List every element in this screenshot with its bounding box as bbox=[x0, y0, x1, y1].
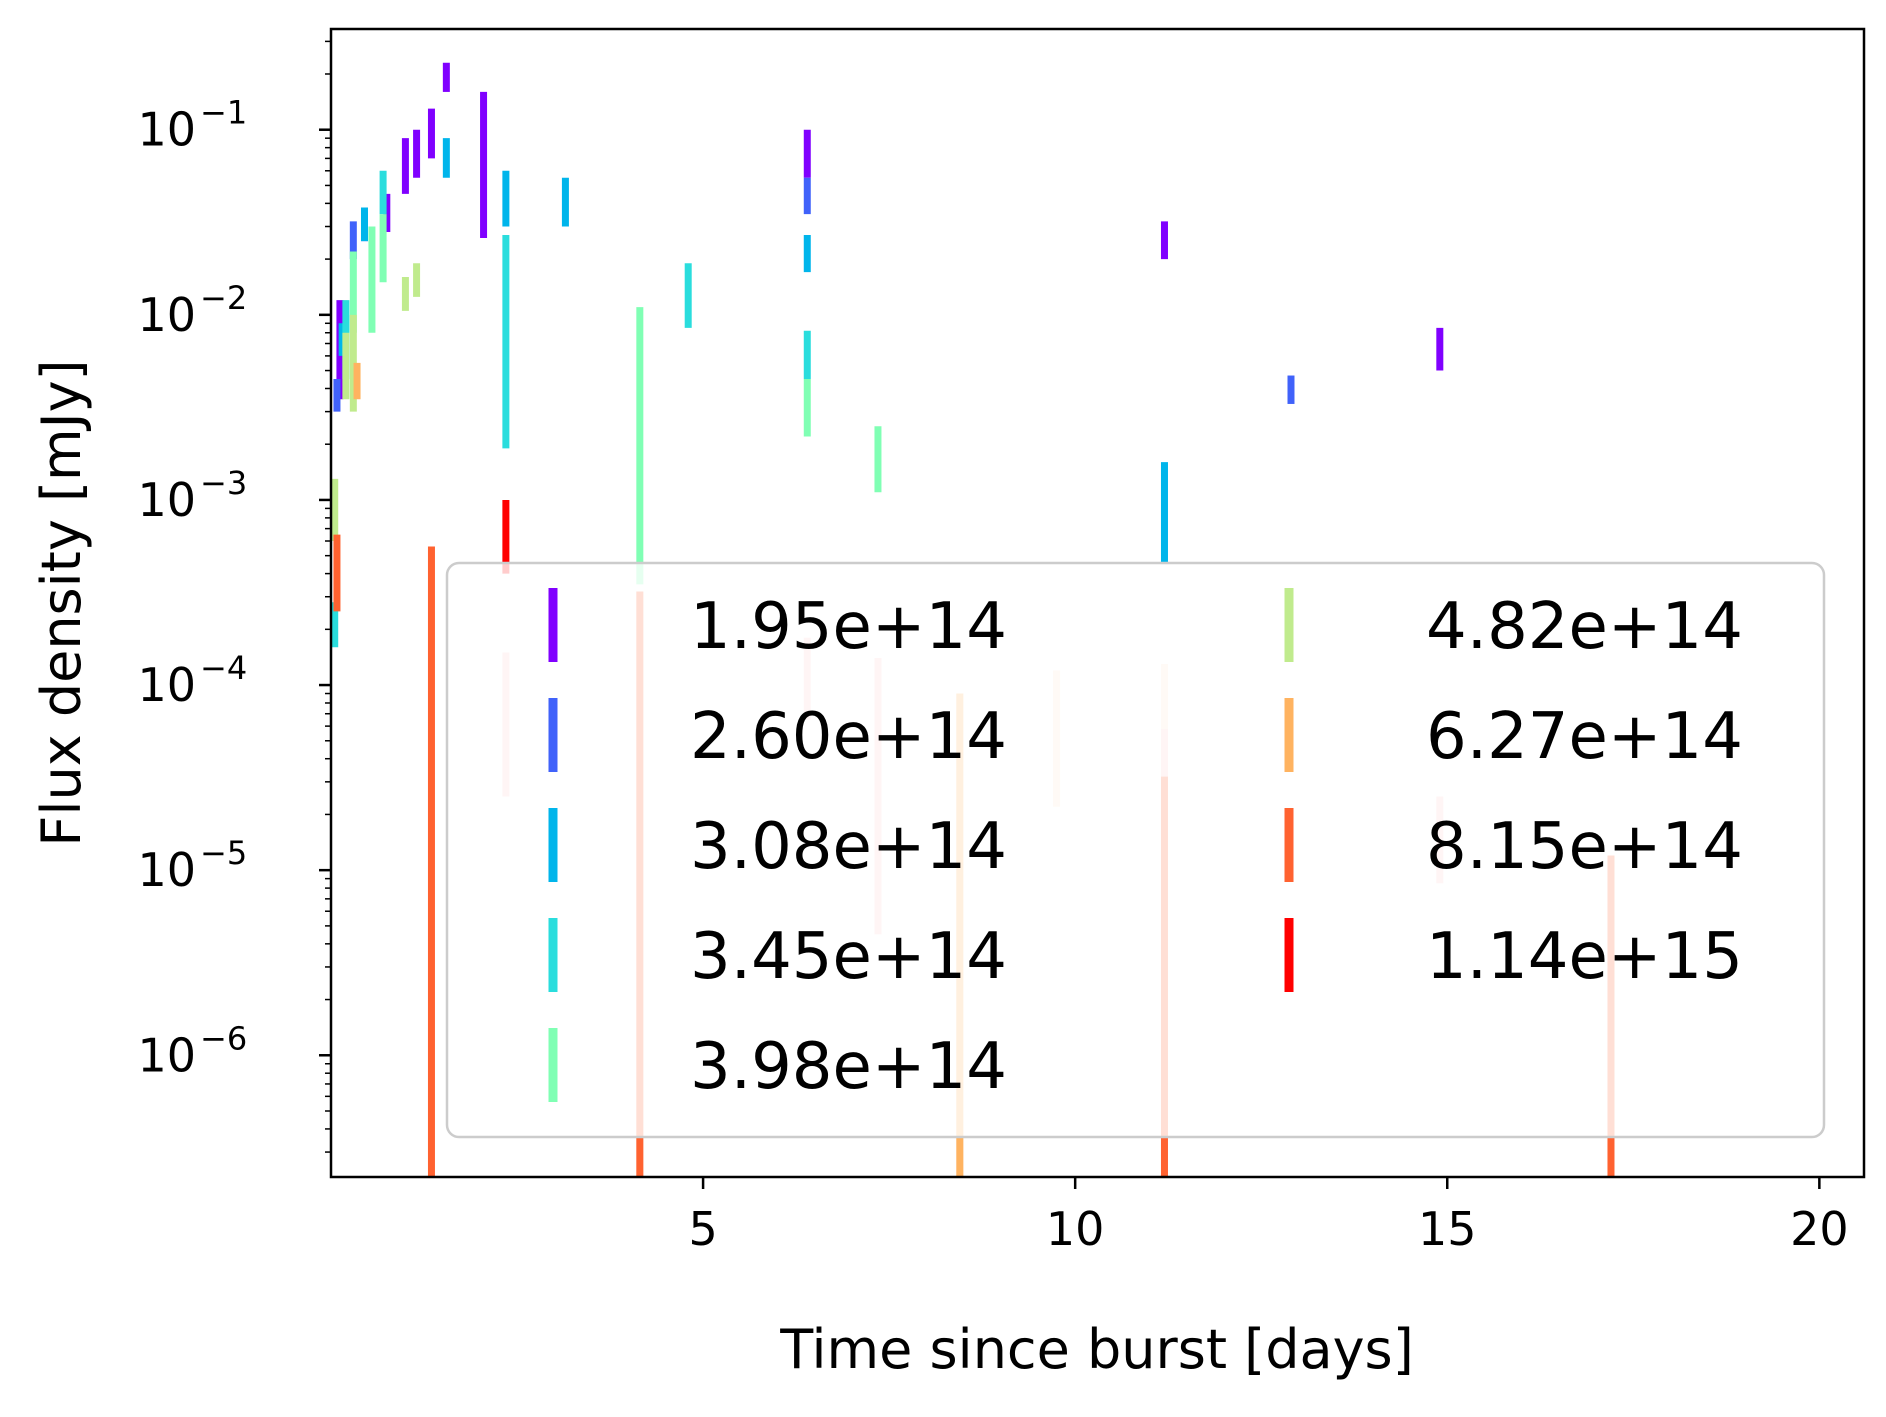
x-axis: 5 10 15 20 bbox=[688, 1177, 1849, 1256]
legend-label: 3.98e+14 bbox=[690, 1030, 1007, 1104]
plot-frame bbox=[329, 27, 1866, 1179]
legend-label: 3.08e+14 bbox=[690, 810, 1007, 884]
y-tick-exponent: −4 bbox=[200, 649, 247, 687]
legend-label: 2.60e+14 bbox=[690, 700, 1007, 774]
y-tick-exponent: −3 bbox=[200, 464, 247, 502]
y-tick-label: 10 bbox=[137, 658, 196, 712]
x-tick-label: 20 bbox=[1790, 1202, 1849, 1256]
y-axis-label: Flux density [mJy] bbox=[30, 359, 93, 846]
x-axis-label: Time since burst [days] bbox=[779, 1318, 1414, 1381]
y-tick-exponent: −5 bbox=[200, 834, 247, 872]
x-tick-label: 10 bbox=[1046, 1202, 1105, 1256]
legend-label: 1.95e+14 bbox=[690, 590, 1007, 664]
x-tick-label: 5 bbox=[688, 1202, 717, 1256]
y-tick-label: 10 bbox=[137, 288, 196, 342]
legend-label: 3.45e+14 bbox=[690, 920, 1007, 994]
y-tick-exponent: −1 bbox=[200, 94, 247, 132]
y-tick-label: 10 bbox=[137, 103, 196, 157]
y-axis: 10−610−510−410−310−210−1 bbox=[137, 40, 331, 1153]
legend-label: 4.82e+14 bbox=[1426, 590, 1743, 664]
y-tick-label: 10 bbox=[137, 1028, 196, 1082]
legend-label: 1.14e+15 bbox=[1426, 920, 1743, 994]
legend: 1.95e+14 2.60e+14 3.08e+14 3.45e+14 3.98e+14… bbox=[445, 561, 1826, 1139]
y-tick-label: 10 bbox=[137, 473, 196, 527]
y-tick-exponent: −6 bbox=[200, 1019, 247, 1057]
legend-label: 8.15e+14 bbox=[1426, 810, 1743, 884]
y-tick-exponent: −2 bbox=[200, 279, 247, 317]
legend-box bbox=[445, 561, 1826, 1139]
x-tick-label: 15 bbox=[1418, 1202, 1477, 1256]
y-tick-label: 10 bbox=[137, 843, 196, 897]
legend-label: 6.27e+14 bbox=[1426, 700, 1743, 774]
